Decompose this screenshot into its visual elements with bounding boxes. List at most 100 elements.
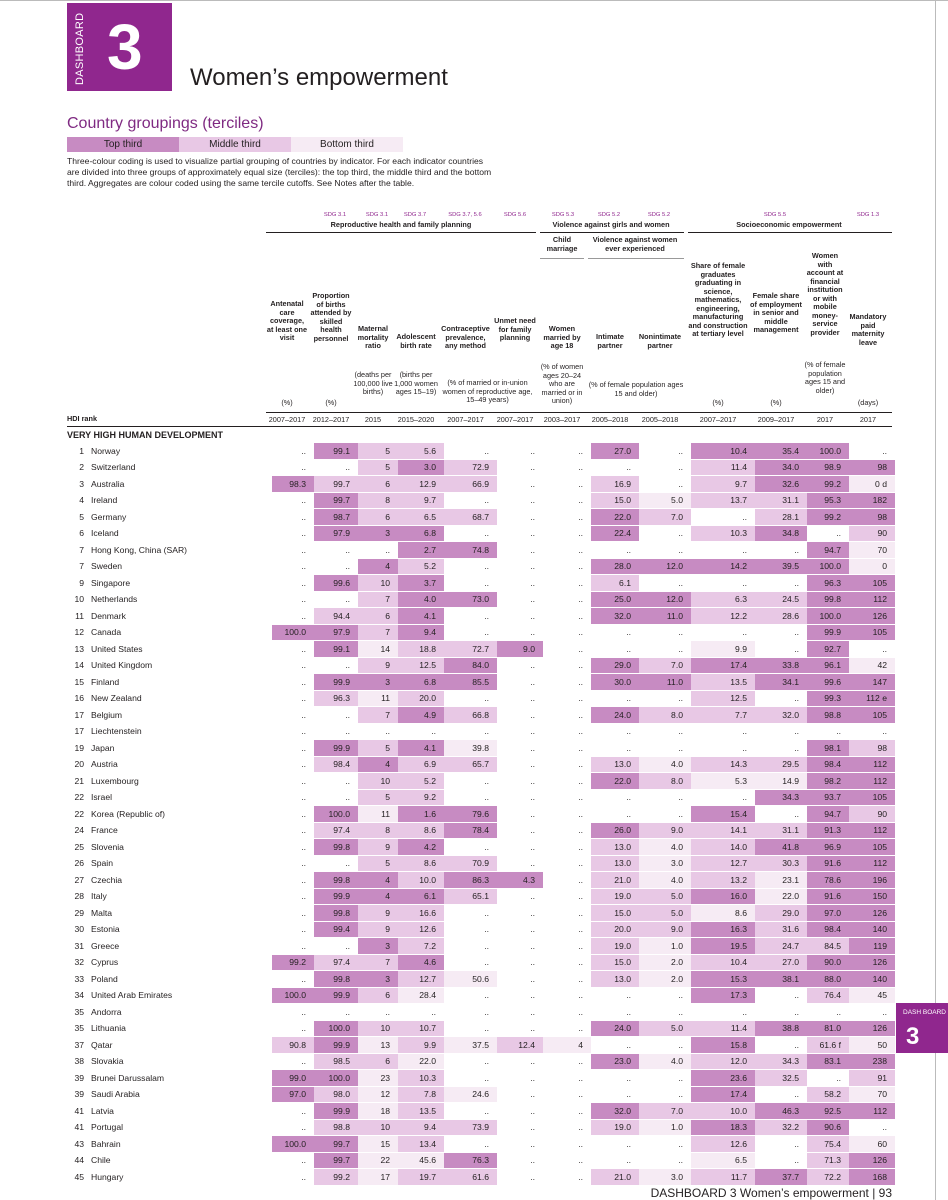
value-cell: ..: [497, 508, 543, 526]
value-cell: 126: [849, 954, 895, 971]
year-label: 2003–2017: [543, 415, 581, 424]
value-cell: 13.0: [591, 756, 639, 773]
value-cell: 182: [849, 492, 895, 509]
country-name-cell: Bahrain: [88, 1135, 272, 1153]
value-cell: 5.0: [639, 904, 691, 922]
value-cell: 4: [358, 871, 398, 889]
value-cell: 25.0: [591, 591, 639, 608]
value-cell: 6.9: [398, 756, 444, 773]
value-cell: 68.7: [444, 508, 497, 526]
value-cell: ..: [444, 789, 497, 806]
value-cell: ..: [755, 1086, 807, 1103]
value-cell: ..: [272, 1003, 314, 1021]
value-cell: 96.1: [807, 657, 849, 674]
country-name-cell: Czechia: [88, 871, 272, 889]
value-cell: 12.0: [691, 1053, 755, 1070]
value-cell: ..: [639, 624, 691, 641]
value-cell: ..: [543, 706, 591, 724]
country-name-cell: Finland: [88, 673, 272, 691]
value-cell: 9: [358, 838, 398, 856]
dashboard-number: 3: [107, 11, 143, 83]
value-cell: ..: [444, 723, 497, 740]
value-cell: 19.5: [691, 937, 755, 955]
value-cell: 42: [849, 657, 895, 674]
value-cell: 34.3: [755, 789, 807, 806]
table-row: 10 Netherlands.... 7 4.0 73.0.... 25.0 12.0 6.3…: [67, 591, 895, 608]
country-name-cell: Hungary: [88, 1168, 272, 1186]
country-name-cell: Italy: [88, 888, 272, 905]
value-cell: 4.1: [398, 739, 444, 757]
value-cell: 99.9: [314, 888, 358, 905]
country-name-cell: Germany: [88, 508, 272, 526]
value-cell: 112 e: [849, 690, 895, 707]
col-header-intimate: Intimate partner: [596, 332, 624, 350]
country-name-cell: Liechtenstein: [88, 723, 272, 740]
value-cell: ..: [272, 607, 314, 625]
value-cell: ..: [444, 1003, 497, 1021]
value-cell: 32.6: [755, 475, 807, 493]
value-cell: 13.0: [591, 855, 639, 872]
value-cell: ..: [272, 508, 314, 526]
hdi-rank-cell: 30: [67, 921, 88, 938]
value-cell: 98.0: [314, 1086, 358, 1103]
table-row: 44 Chile.. 99.7 22 45.6 76.3........ 6.5.. 71.3…: [67, 1152, 895, 1169]
value-cell: ..: [755, 723, 807, 740]
value-cell: 99.7: [314, 1135, 358, 1153]
col-header-unmet-need: Unmet need for family planning: [494, 316, 536, 342]
country-name-cell: Slovakia: [88, 1053, 272, 1070]
value-cell: ..: [497, 937, 543, 955]
value-cell: ..: [639, 1086, 691, 1103]
value-cell: ..: [591, 739, 639, 757]
value-cell: 98.7: [314, 508, 358, 526]
value-cell: 92.7: [807, 640, 849, 658]
value-cell: 24.0: [591, 1020, 639, 1037]
value-cell: 23.0: [591, 1053, 639, 1070]
value-cell: ..: [497, 525, 543, 542]
dashboard-label: DASHBOARD: [74, 12, 86, 85]
value-cell: 6: [358, 508, 398, 526]
value-cell: ..: [272, 640, 314, 658]
value-cell: ..: [543, 1119, 591, 1136]
value-cell: 105: [849, 574, 895, 592]
value-cell: 14.1: [691, 822, 755, 839]
value-cell: 99.9: [314, 1036, 358, 1054]
country-name-cell: United Kingdom: [88, 657, 272, 674]
value-cell: 22.0: [591, 772, 639, 790]
value-cell: 98.4: [314, 756, 358, 773]
value-cell: 34.8: [755, 525, 807, 542]
value-cell: 8: [358, 492, 398, 509]
value-cell: 119: [849, 937, 895, 955]
value-cell: ..: [849, 1119, 895, 1136]
value-cell: 4.0: [639, 756, 691, 773]
value-cell: 28.1: [755, 508, 807, 526]
table-row: 13 United States.. 99.1 14 18.8 72.7 9.0......…: [67, 640, 895, 658]
value-cell: 18.3: [691, 1119, 755, 1136]
value-cell: 73.9: [444, 1119, 497, 1136]
value-cell: ..: [272, 673, 314, 691]
value-cell: 12.4: [497, 1036, 543, 1054]
value-cell: 6.5: [691, 1152, 755, 1169]
value-cell: ..: [691, 574, 755, 592]
value-cell: 8.6: [398, 855, 444, 872]
hdi-rank-cell: 33: [67, 970, 88, 988]
table-row: 26 Spain.... 5 8.6 70.9.... 13.0 3.0 12.7 30.3 91…: [67, 855, 895, 872]
country-name-cell: Qatar: [88, 1036, 272, 1054]
value-cell: 9.9: [398, 1036, 444, 1054]
value-cell: 90: [849, 805, 895, 823]
value-cell: 33.8: [755, 657, 807, 674]
value-cell: ..: [755, 640, 807, 658]
value-cell: 150: [849, 888, 895, 905]
value-cell: ..: [497, 723, 543, 740]
value-cell: 79.6: [444, 805, 497, 823]
value-cell: ..: [755, 574, 807, 592]
value-cell: 20.0: [591, 921, 639, 938]
value-cell: 98.4: [807, 756, 849, 773]
hdi-rank-cell: 11: [67, 607, 88, 625]
value-cell: 15.0: [591, 904, 639, 922]
table-row: 6 Iceland.. 97.9 3 6.8...... 22.4.. 10.3 34.8..…: [67, 525, 895, 542]
value-cell: ..: [497, 855, 543, 872]
hdi-rank-cell: 39: [67, 1069, 88, 1087]
value-cell: 4: [358, 558, 398, 575]
tercile-legend: Top third Middle third Bottom third: [67, 137, 403, 152]
value-cell: ..: [314, 657, 358, 674]
